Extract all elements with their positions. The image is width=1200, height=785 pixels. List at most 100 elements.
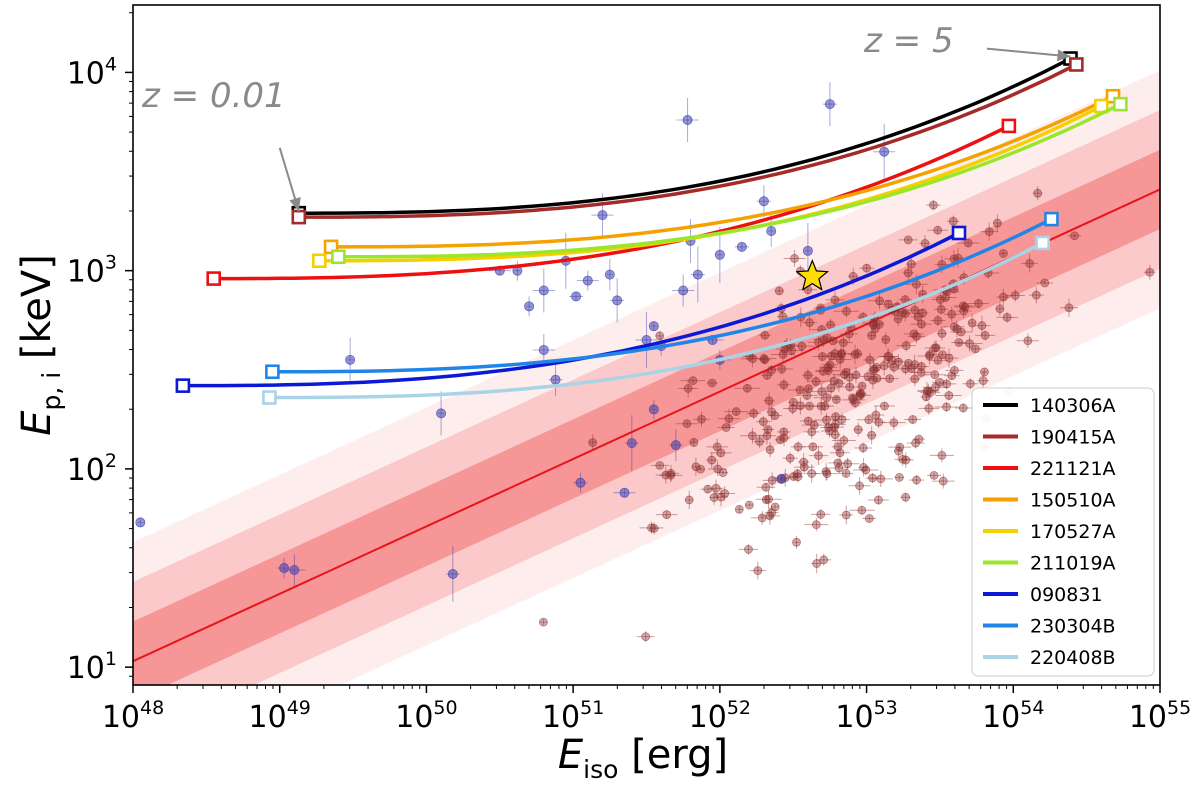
curve-line-220408B [267, 241, 1045, 400]
long-grb-point [888, 442, 912, 452]
long-grb-point [851, 366, 861, 384]
long-grb-point [639, 521, 664, 534]
long-grb-point [801, 420, 827, 430]
long-grb-point [873, 401, 895, 411]
short-grb-point [573, 472, 588, 493]
y-tick-label: 102 [67, 450, 117, 488]
long-grb-point [539, 617, 548, 627]
long-grb-point [926, 199, 941, 211]
short-grb-point [668, 429, 683, 462]
long-grb-point [825, 374, 843, 389]
short-grb-point [524, 296, 535, 317]
long-grb-point [862, 514, 877, 523]
x-axis-label-sub: iso [583, 755, 618, 784]
annotation-z-high: z = 5 [863, 21, 954, 61]
long-grb-point [828, 349, 852, 370]
long-grb-point [863, 353, 877, 367]
long-grb-point [692, 411, 711, 427]
long-grb-point [706, 438, 728, 456]
short-grb-point [822, 82, 837, 127]
long-grb-point [821, 360, 839, 370]
short-grb-point [277, 558, 292, 579]
long-grb-point [1016, 333, 1040, 348]
long-grb-point [820, 424, 839, 438]
annotation-arrow-1 [986, 47, 1071, 62]
long-grb-point [1067, 231, 1082, 241]
long-grb-point [841, 367, 858, 388]
long-grb-point [860, 372, 876, 381]
short-grb-point [802, 222, 813, 279]
long-grb-point [853, 347, 862, 360]
long-grb-point [783, 250, 806, 267]
long-grb-point [808, 446, 829, 465]
long-grb-point [867, 331, 877, 341]
curve-line-140306A [297, 56, 1073, 215]
curve-marker-start [312, 253, 327, 269]
long-grb-point [717, 423, 735, 432]
curve-line-150510A [329, 94, 1115, 249]
curve-line-190415A [297, 62, 1079, 219]
long-grb-point [932, 377, 948, 387]
long-grb-point [849, 387, 871, 404]
curve-marker-start [291, 209, 307, 225]
long-grb-point [904, 329, 924, 339]
long-grb-point [823, 379, 839, 398]
long-grb-point [770, 502, 780, 512]
long-grb-point [906, 301, 924, 320]
short-grb-point [532, 268, 555, 313]
highlight-star [795, 258, 830, 291]
long-grb-point [655, 331, 665, 341]
long-grb-point [944, 322, 965, 332]
long-grb-point [957, 238, 980, 248]
long-grb-point [917, 382, 937, 401]
long-grb-point [802, 314, 817, 331]
long-grb-point [999, 249, 1008, 258]
long-grb-point [831, 434, 856, 447]
long-grb-point [749, 561, 766, 580]
long-grb-point [779, 345, 804, 356]
long-grb-point [797, 401, 822, 411]
y-axis-label: Ep, i [keV] [14, 254, 66, 436]
long-grb-point [756, 416, 771, 428]
long-grb-point [833, 334, 853, 352]
short-grb-point [345, 337, 356, 382]
legend: 140306A 190415A 221121A 150510A 170527A 21101… [971, 387, 1155, 677]
long-grb-point [930, 314, 946, 326]
long-grb-point [819, 333, 836, 343]
legend-entry-230304B: 230304B [983, 616, 1116, 638]
annotation-z-high-text: z = 5 [863, 21, 954, 61]
long-grb-point [912, 434, 926, 444]
long-grb-point [897, 452, 914, 468]
long-grb-point [927, 225, 949, 235]
long-grb-point [918, 401, 940, 415]
long-grb-point [929, 448, 954, 463]
annotations: z = 0.01 z = 5 [141, 21, 1071, 212]
long-grb-point [865, 320, 881, 330]
long-grb-point [824, 415, 846, 434]
x-axis-label: Eiso [erg] [558, 732, 728, 784]
long-grb-point [841, 394, 866, 405]
long-grb-point [797, 453, 810, 471]
long-grb-point [838, 469, 854, 478]
short-grb-point [613, 487, 636, 498]
long-grb-point [765, 442, 775, 458]
curve-marker-start [331, 249, 346, 265]
long-grb-point [787, 397, 799, 407]
long-grb-point [898, 235, 918, 245]
long-grb-point [847, 267, 859, 285]
long-grb-point [859, 263, 875, 273]
long-grb-point [934, 293, 957, 303]
long-grb-point [723, 407, 749, 416]
long-grb-point [708, 479, 724, 497]
curve-line-221121A [211, 124, 1011, 281]
long-grb-point [755, 489, 782, 509]
long-grb-point [805, 464, 819, 483]
long-grb-point [951, 338, 967, 347]
long-grb-point [857, 381, 867, 391]
long-grb-point [910, 319, 933, 329]
long-grb-point [968, 344, 982, 354]
long-grb-point [913, 361, 930, 372]
long-grb-point [684, 490, 694, 510]
short-grb-point [873, 123, 896, 180]
long-grb-point [808, 397, 834, 415]
